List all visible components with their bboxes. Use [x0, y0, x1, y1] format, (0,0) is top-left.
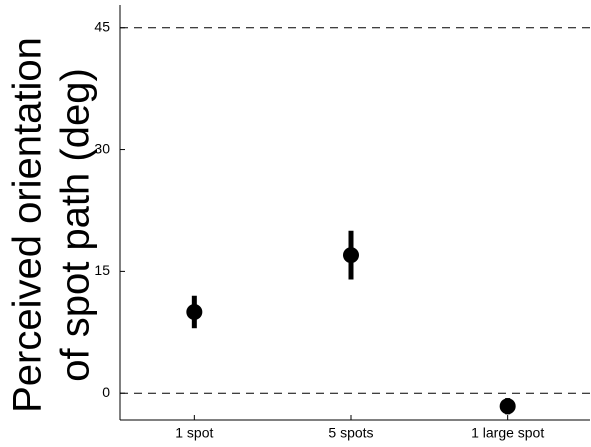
- y-tick-label: 0: [102, 384, 110, 400]
- y-axis-label: of spot path (deg): [54, 68, 98, 382]
- point: [343, 247, 359, 264]
- y-tick-label: 45: [94, 18, 110, 34]
- point: [186, 303, 203, 320]
- x-tick-label: 1 large spot: [471, 425, 544, 441]
- x-tick-label: 5 spots: [328, 425, 373, 441]
- point: [499, 398, 516, 415]
- y-tick-label: 30: [94, 140, 110, 156]
- y-label-group: Perceived orientation of spot path (deg): [6, 37, 98, 413]
- y-axis-label: Perceived orientation: [6, 37, 50, 413]
- y-tick-label: 15: [94, 262, 110, 278]
- x-tick-label: 1 spot: [175, 425, 213, 441]
